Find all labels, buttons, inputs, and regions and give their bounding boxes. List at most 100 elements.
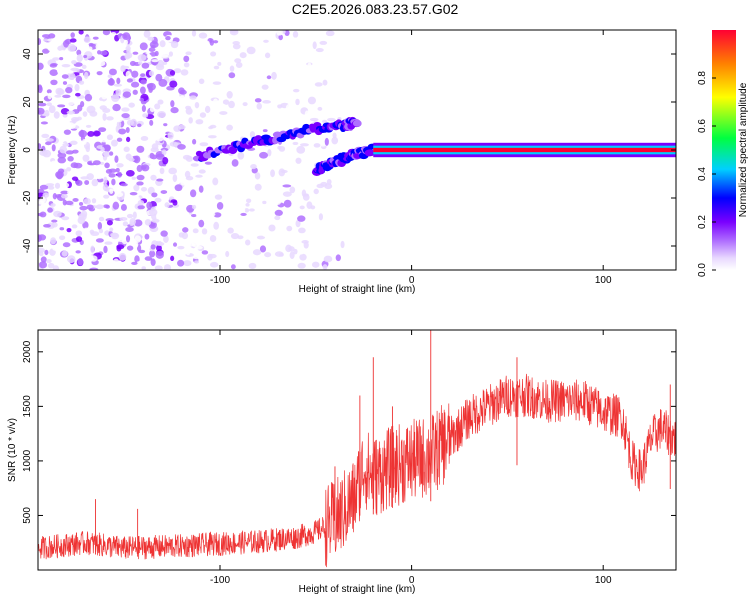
noise-blob: [217, 61, 222, 66]
noise-blob: [264, 252, 272, 258]
noise-blob: [167, 131, 174, 140]
noise-blob: [283, 199, 292, 208]
noise-blob: [204, 105, 211, 114]
noise-blob: [97, 221, 103, 230]
noise-blob: [63, 129, 72, 135]
noise-blob: [126, 213, 134, 219]
noise-blob: [238, 240, 247, 249]
noise-blob: [192, 138, 197, 145]
upper-branch-mark: [195, 150, 203, 157]
noise-blob: [115, 88, 122, 96]
noise-blob: [80, 176, 90, 180]
noise-blob: [169, 70, 176, 76]
noise-blob: [103, 208, 110, 213]
noise-blob: [170, 107, 179, 114]
noise-blob: [245, 95, 252, 99]
noise-blob: [163, 235, 169, 243]
noise-blob: [278, 34, 283, 41]
noise-blob: [60, 190, 69, 195]
noise-blob: [314, 82, 323, 87]
noise-blob: [208, 135, 217, 139]
noise-blob: [163, 123, 168, 127]
snr-spikes: [38, 330, 671, 557]
noise-blob: [313, 143, 321, 148]
noise-blob: [107, 74, 113, 79]
noise-blob: [278, 168, 286, 177]
noise-blob: [199, 112, 207, 118]
noise-blob: [66, 228, 72, 233]
noise-blob: [55, 171, 64, 179]
noise-blob: [85, 124, 92, 128]
noise-blob: [159, 167, 165, 175]
noise-blob: [110, 232, 120, 240]
noise-blob: [45, 141, 52, 146]
noise-blob: [201, 228, 208, 235]
noise-blob: [149, 221, 156, 227]
noise-blob: [186, 242, 196, 247]
noise-blob: [287, 148, 296, 156]
noise-blob: [156, 244, 162, 252]
noise-blob: [121, 107, 130, 112]
noise-blob: [102, 30, 111, 36]
noise-blob: [303, 241, 309, 249]
noise-blob: [38, 247, 45, 253]
noise-blob: [208, 126, 214, 130]
noise-blob: [307, 96, 317, 105]
noise-blob: [77, 216, 86, 225]
noise-blob: [274, 178, 281, 186]
noise-blob: [75, 68, 80, 73]
noise-blob: [146, 54, 152, 59]
noise-blob: [213, 40, 219, 44]
noise-blob: [147, 186, 155, 195]
noise-blob: [57, 156, 67, 164]
noise-blob: [198, 169, 206, 174]
noise-blob: [52, 265, 60, 270]
noise-blob: [242, 102, 248, 107]
noise-blob: [262, 233, 270, 237]
noise-blob: [324, 137, 329, 146]
noise-blob: [169, 159, 177, 165]
noise-blob: [116, 77, 121, 85]
noise-blob: [81, 139, 87, 145]
noise-blob: [207, 224, 214, 232]
noise-blob: [299, 177, 308, 185]
noise-blob: [126, 78, 134, 83]
noise-blob: [75, 250, 81, 254]
noise-blob: [198, 185, 204, 193]
colorbar-gradient: [712, 30, 736, 270]
noise-blob: [72, 149, 79, 154]
noise-blob: [194, 101, 200, 109]
snr-ylabel: SNR (10 * v/v): [7, 418, 18, 482]
noise-blob: [136, 164, 143, 173]
noise-blob: [210, 51, 217, 57]
snr-ytick-label: 1500: [22, 395, 33, 418]
noise-blob: [230, 232, 240, 240]
noise-blob: [256, 235, 266, 240]
noise-blob: [177, 144, 186, 150]
noise-blob: [231, 159, 239, 167]
noise-blob: [182, 227, 189, 233]
noise-blob: [183, 62, 190, 68]
noise-blob: [92, 36, 99, 40]
noise-blob: [136, 181, 144, 186]
noise-blob: [75, 230, 83, 237]
noise-blob: [120, 65, 126, 72]
noise-blob: [71, 224, 78, 229]
noise-blob: [111, 178, 116, 186]
noise-blob: [70, 162, 79, 169]
noise-blob: [169, 80, 178, 88]
noise-blob: [120, 183, 128, 187]
noise-blob: [298, 247, 305, 255]
noise-blob: [139, 42, 148, 51]
noise-blob: [194, 203, 202, 211]
noise-blob: [308, 243, 316, 250]
noise-blob: [137, 200, 145, 206]
noise-blob: [92, 160, 101, 166]
noise-blob: [141, 62, 150, 69]
noise-blob: [131, 70, 139, 78]
noise-blob: [60, 194, 68, 199]
noise-blob: [291, 37, 299, 43]
snr-xtick-label: -100: [210, 575, 230, 586]
colorbar-tick-label: 0.2: [697, 215, 708, 229]
noise-blob: [295, 98, 300, 106]
